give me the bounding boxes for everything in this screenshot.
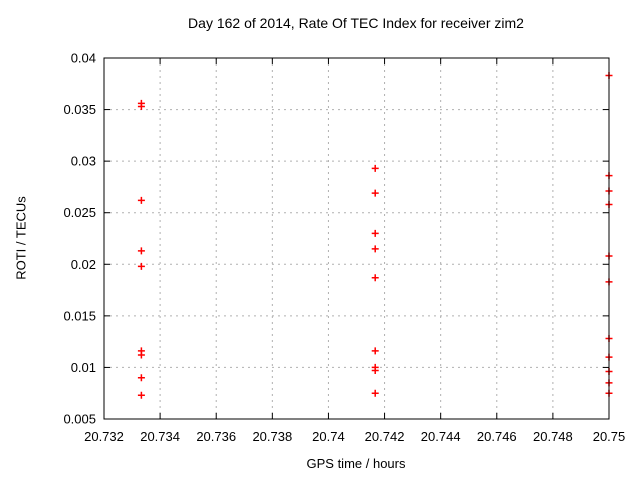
data-point-marker [137,374,145,382]
x-tick-label: 20.748 [533,429,573,444]
y-tick-label: 0.01 [71,360,96,375]
data-point-marker [371,164,379,172]
y-tick-label: 0.015 [63,308,96,323]
plot-border [103,57,610,420]
data-point-marker [371,347,379,355]
data-point-marker [137,262,145,270]
x-tick-label: 20.738 [252,429,292,444]
x-tick-label: 20.746 [477,429,517,444]
x-tick-label: 20.74 [312,429,345,444]
data-points [137,72,613,399]
data-point-marker [137,102,145,110]
data-point-marker [371,189,379,197]
y-tick-label: 0.02 [71,257,96,272]
data-point-marker [137,351,145,359]
data-point-marker [371,229,379,237]
gridlines [103,57,610,420]
data-point-marker [371,274,379,282]
data-point-marker [137,247,145,255]
x-tick-label: 20.744 [421,429,461,444]
x-tick-label: 20.734 [140,429,180,444]
data-point-marker [137,391,145,399]
data-point-marker [371,367,379,375]
y-tick-label: 0.03 [71,154,96,169]
y-tick-label: 0.025 [63,205,96,220]
chart-title: Day 162 of 2014, Rate Of TEC Index for r… [188,15,524,31]
tick-labels: 0.005 0.01 0.015 0.02 0.025 0.03 0.035 0.04 20.7… [63,51,625,445]
data-point-marker [371,389,379,397]
x-tick-label: 20.736 [196,429,236,444]
y-tick-label: 0.035 [63,102,96,117]
data-point-marker [371,245,379,253]
tick-marks [103,57,610,420]
y-tick-label: 0.04 [71,51,96,66]
x-tick-label: 20.75 [593,429,626,444]
y-tick-label: 0.005 [63,412,96,427]
x-tick-label: 20.742 [365,429,405,444]
data-point-marker [137,196,145,204]
x-tick-label: 20.732 [84,429,124,444]
x-axis-label: GPS time / hours [306,456,406,471]
